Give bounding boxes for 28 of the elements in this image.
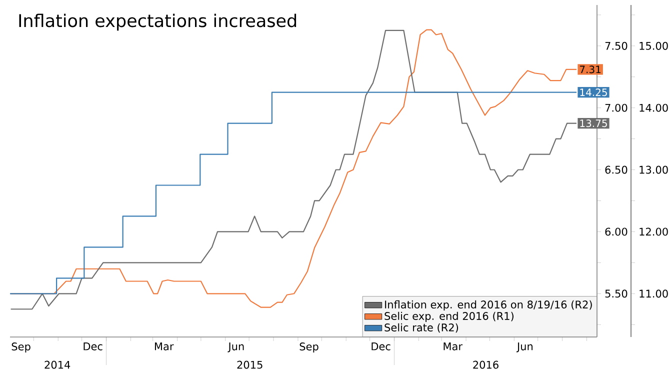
y2-tick-label: 15.00 [640,42,668,50]
x-tick-label: Mar [444,342,463,350]
y-tick-label: 5.50 [605,290,628,298]
x-tick-label: Dec [84,342,102,350]
y-tick-label: 7.50 [605,42,628,50]
x2-tick-label: 2014 [44,360,70,369]
x-tick-label: Mar [154,342,174,350]
x2-tick-label: 2016 [473,360,498,369]
x-tick-label: Jun [516,342,533,352]
y2-tick-label: 13.00 [640,166,668,174]
x-tick-label: Jun [228,342,244,352]
data-label: 13.75 [580,120,607,128]
x-tick-label: Dec [372,342,390,350]
x2-tick-label: 2015 [237,360,262,369]
legend-label: Inflation exp. end 2016 on 8/19/16 (R2) [385,300,592,311]
x-tick-label: Sep [12,342,30,353]
y-tick-label: 6.50 [605,166,628,174]
legend-label: Selic exp. end 2016 (R1) [384,312,514,322]
data-label: 14.25 [580,88,607,96]
legend-label: Selic rate (R2) [384,323,458,333]
y-tick-label: 7.00 [605,104,628,112]
x-tick-label: Sep [300,342,318,353]
chart-title: Inflation expectations increased [19,14,296,31]
data-label: 7.31 [580,66,601,74]
y2-tick-label: 12.00 [640,228,668,236]
y2-tick-label: 11.00 [640,290,668,298]
y-tick-label: 6.00 [605,228,628,236]
y2-tick-label: 14.00 [640,104,668,112]
